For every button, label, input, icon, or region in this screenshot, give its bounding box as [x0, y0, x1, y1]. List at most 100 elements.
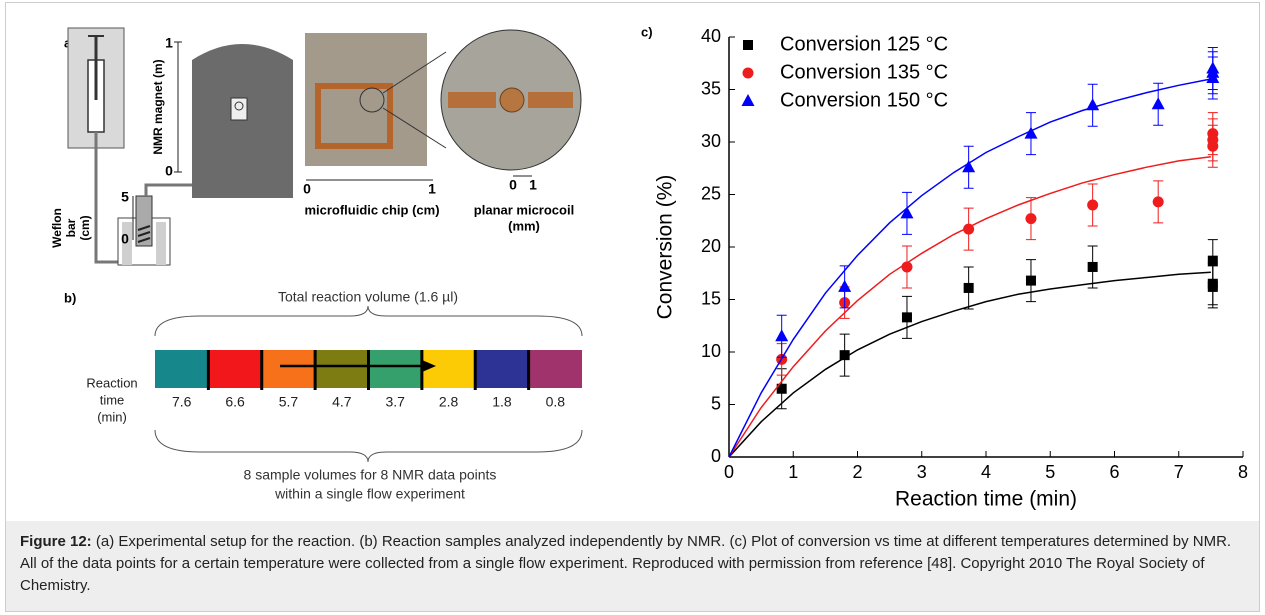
chip-holder — [230, 97, 248, 121]
coil-lead — [448, 92, 496, 108]
axis-label: microfluidic chip (cm) — [304, 202, 439, 217]
coil — [137, 225, 151, 231]
point — [1206, 61, 1220, 74]
legend-marker — [743, 40, 753, 50]
fit-curve — [728, 271, 1211, 458]
sample-label: within a single flow experiment — [274, 486, 465, 502]
point — [839, 350, 850, 361]
zoom-circle — [359, 87, 385, 113]
axis-label: Weflon — [50, 208, 64, 248]
y-tick-label: 20 — [701, 236, 721, 256]
x-tick-label: 1 — [788, 462, 798, 482]
coil — [137, 231, 151, 237]
row-label: (min) — [97, 409, 127, 424]
point — [1025, 275, 1036, 286]
point — [901, 312, 912, 323]
panel-label: c) — [641, 24, 653, 39]
axis-label: bar — [64, 218, 78, 237]
legend-label: Conversion 150 °C — [780, 89, 948, 111]
scale-label: 1 — [529, 177, 537, 193]
time-label: 6.6 — [225, 394, 245, 410]
coil — [137, 237, 151, 243]
figure: a) 5 0 Weflon bar (cm) 1 0 NMR magnet (m… — [50, 24, 1248, 511]
x-axis-label: Reaction time (min) — [895, 488, 1077, 511]
point — [962, 160, 976, 173]
time-label: 4.7 — [332, 394, 352, 410]
point — [776, 383, 787, 394]
vial-wall — [156, 222, 166, 265]
segment — [315, 350, 369, 388]
legend-marker — [742, 67, 754, 79]
axis-label: planar microcoil — [474, 202, 574, 217]
axis-label: (cm) — [78, 215, 92, 240]
point — [1207, 255, 1218, 266]
point — [838, 279, 852, 292]
point — [1207, 128, 1219, 140]
point — [1207, 281, 1218, 292]
y-tick-label: 10 — [701, 341, 721, 361]
y-tick-label: 0 — [711, 446, 721, 466]
y-tick-label: 5 — [711, 393, 721, 413]
scale-label: 0 — [509, 177, 517, 193]
legend-marker — [741, 94, 755, 106]
axis-label: (mm) — [508, 218, 540, 233]
point — [1087, 199, 1099, 211]
x-tick-label: 5 — [1045, 462, 1055, 482]
segment — [528, 350, 582, 388]
scale-label: 0 — [121, 231, 129, 247]
x-tick-label: 6 — [1109, 462, 1119, 482]
x-tick-label: 8 — [1238, 462, 1248, 482]
caption-text: (a) Experimental setup for the reaction.… — [20, 533, 1232, 594]
legend-label: Conversion 135 °C — [780, 61, 948, 83]
zoom-line — [382, 51, 447, 94]
legend-label: Conversion 125 °C — [780, 33, 948, 55]
time-label: 5.7 — [279, 394, 299, 410]
y-tick-label: 35 — [701, 78, 721, 98]
time-label: 7.6 — [172, 394, 192, 410]
scale-label: 0 — [303, 181, 311, 197]
brace — [154, 305, 583, 337]
scale-label: 1 — [428, 181, 436, 197]
sample-label: 8 sample volumes for 8 NMR data points — [244, 467, 497, 483]
segment — [368, 350, 422, 388]
point — [1025, 213, 1037, 225]
x-tick-label: 4 — [981, 462, 991, 482]
y-tick-label: 15 — [701, 288, 721, 308]
time-label: 1.8 — [492, 394, 512, 410]
time-label: 2.8 — [439, 394, 459, 410]
fit-curve — [728, 78, 1212, 458]
chip-coil — [234, 101, 244, 111]
point — [901, 261, 913, 273]
y-tick-label: 25 — [701, 183, 721, 203]
panel-label: b) — [64, 290, 76, 305]
y-tick-label: 40 — [701, 26, 721, 46]
x-tick-label: 7 — [1174, 462, 1184, 482]
segment — [421, 350, 476, 388]
point — [1152, 196, 1164, 208]
scale-label: 0 — [165, 163, 173, 179]
segment — [261, 350, 316, 388]
point — [1151, 97, 1165, 110]
caption: Figure 12: (a) Experimental setup for th… — [6, 521, 1259, 611]
scale-label: 1 — [165, 35, 173, 51]
brace — [154, 429, 583, 463]
arrow-head — [422, 360, 436, 372]
volume-label: Total reaction volume (1.6 µl) — [278, 289, 458, 305]
figure-frame — [5, 2, 1260, 612]
x-tick-label: 0 — [724, 462, 734, 482]
segment — [208, 350, 262, 388]
segment — [475, 350, 529, 388]
point — [900, 206, 914, 219]
row-label: time — [100, 392, 125, 407]
x-tick-label: 2 — [852, 462, 862, 482]
x-tick-label: 3 — [917, 462, 927, 482]
vial-wall — [122, 222, 132, 265]
row-label: Reaction — [86, 375, 137, 390]
y-tick-label: 30 — [701, 131, 721, 151]
scale-label: 5 — [121, 189, 129, 205]
y-axis-label: Conversion (%) — [654, 175, 677, 320]
point — [1086, 98, 1100, 111]
segment — [155, 350, 209, 388]
point — [963, 223, 975, 235]
